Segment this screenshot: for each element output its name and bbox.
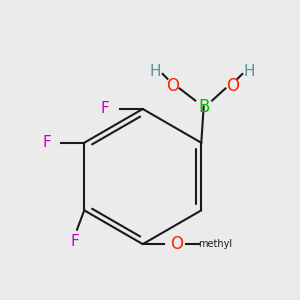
Text: H: H [244,64,255,79]
Text: F: F [70,234,79,249]
Text: F: F [101,101,110,116]
Text: methyl: methyl [198,239,232,249]
Text: H: H [150,64,161,79]
Text: B: B [198,98,209,116]
Text: F: F [43,135,51,150]
Text: O: O [166,77,179,95]
Text: O: O [170,235,183,253]
Text: O: O [226,77,239,95]
